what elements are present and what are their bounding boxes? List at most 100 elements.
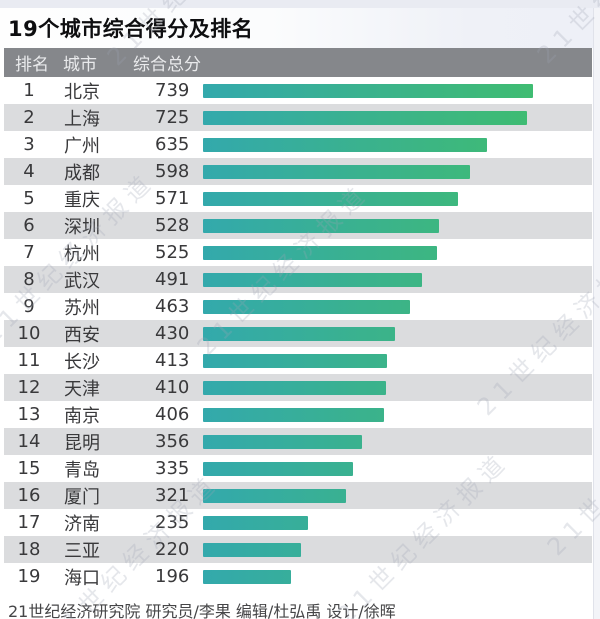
table-row: 11 长沙 413 xyxy=(4,347,592,374)
score-bar xyxy=(203,137,487,152)
table-row: 7 杭州 525 xyxy=(4,239,592,266)
score-cell: 528 xyxy=(155,215,190,236)
table-row: 13 南京 406 xyxy=(4,401,592,428)
score-bar xyxy=(203,110,527,125)
bar-cell xyxy=(203,407,592,422)
score-cell: 220 xyxy=(155,539,190,560)
score-bar xyxy=(203,245,437,260)
rank-cell: 7 xyxy=(23,242,35,263)
table-row: 12 天津 410 xyxy=(4,374,592,401)
bar-cell xyxy=(203,353,592,368)
rank-cell: 9 xyxy=(23,296,35,317)
table-row: 9 苏州 463 xyxy=(4,293,592,320)
score-bar xyxy=(203,380,386,395)
score-cell: 406 xyxy=(155,404,190,425)
score-cell: 635 xyxy=(155,134,190,155)
rank-cell: 17 xyxy=(17,512,41,533)
bar-cell xyxy=(203,461,592,476)
city-cell: 杭州 xyxy=(64,243,100,265)
rank-cell: 10 xyxy=(17,323,41,344)
city-cell: 成都 xyxy=(64,162,100,184)
table-row: 17 济南 235 xyxy=(4,509,592,536)
city-cell: 广州 xyxy=(64,135,100,157)
bar-cell xyxy=(203,245,592,260)
table-row: 19 海口 196 xyxy=(4,563,592,590)
bar-cell xyxy=(203,191,592,206)
city-cell: 海口 xyxy=(64,567,100,589)
rank-cell: 14 xyxy=(17,431,41,452)
city-cell: 重庆 xyxy=(64,189,100,211)
score-cell: 413 xyxy=(155,350,190,371)
bar-cell xyxy=(203,434,592,449)
bar-cell xyxy=(203,110,592,125)
score-bar xyxy=(203,407,384,422)
score-cell: 196 xyxy=(155,566,190,587)
city-cell: 昆明 xyxy=(64,432,100,454)
score-cell: 235 xyxy=(155,512,190,533)
rank-cell: 16 xyxy=(17,485,41,506)
rank-cell: 18 xyxy=(17,539,41,560)
rank-cell: 3 xyxy=(23,134,35,155)
table-header-row: 排名 城市 综合总分 xyxy=(4,48,592,77)
score-bar xyxy=(203,434,362,449)
bar-cell xyxy=(203,488,592,503)
rank-cell: 8 xyxy=(23,269,35,290)
score-bar xyxy=(203,299,410,314)
score-cell: 410 xyxy=(155,377,190,398)
rank-cell: 15 xyxy=(17,458,41,479)
page-edge-strip xyxy=(593,8,600,619)
city-cell: 上海 xyxy=(64,108,100,130)
score-cell: 739 xyxy=(155,80,190,101)
bar-cell xyxy=(203,569,592,584)
top-strip xyxy=(0,0,600,8)
rank-cell: 5 xyxy=(23,188,35,209)
table-row: 8 武汉 491 xyxy=(4,266,592,293)
score-bar xyxy=(203,515,308,530)
city-cell: 南京 xyxy=(64,405,100,427)
rank-cell: 12 xyxy=(17,377,41,398)
score-cell: 725 xyxy=(155,107,190,128)
score-bar xyxy=(203,83,533,98)
table-body: 1 北京 739 2 上海 725 3 广州 635 4 成都 598 5 重庆… xyxy=(4,77,592,590)
score-bar xyxy=(203,542,301,557)
bar-cell xyxy=(203,515,592,530)
city-cell: 济南 xyxy=(64,513,100,535)
bar-cell xyxy=(203,299,592,314)
bar-cell xyxy=(203,380,592,395)
score-bar xyxy=(203,461,353,476)
score-cell: 430 xyxy=(155,323,190,344)
city-cell: 深圳 xyxy=(64,216,100,238)
score-bar xyxy=(203,488,346,503)
score-bar xyxy=(203,191,458,206)
title-band: 19个城市综合得分及排名 xyxy=(0,8,600,48)
table-row: 3 广州 635 xyxy=(4,131,592,158)
header-city: 城市 xyxy=(63,55,97,75)
score-bar xyxy=(203,218,439,233)
bar-cell xyxy=(203,272,592,287)
city-cell: 长沙 xyxy=(64,351,100,373)
bar-cell xyxy=(203,326,592,341)
page-title: 19个城市综合得分及排名 xyxy=(8,17,254,41)
score-cell: 321 xyxy=(155,485,190,506)
table-row: 5 重庆 571 xyxy=(4,185,592,212)
score-bar xyxy=(203,326,395,341)
city-cell: 苏州 xyxy=(64,297,100,319)
ranking-table: 排名 城市 综合总分 1 北京 739 2 上海 725 3 广州 635 4 … xyxy=(4,48,592,590)
table-row: 1 北京 739 xyxy=(4,77,592,104)
score-cell: 571 xyxy=(155,188,190,209)
rank-cell: 11 xyxy=(17,350,41,371)
rank-cell: 2 xyxy=(23,107,35,128)
city-cell: 三亚 xyxy=(64,540,100,562)
score-cell: 491 xyxy=(155,269,190,290)
table-row: 4 成都 598 xyxy=(4,158,592,185)
source-credits: 21世纪经济研究院 研究员/李果 编辑/杜弘禹 设计/徐晖 xyxy=(8,602,396,619)
table-row: 6 深圳 528 xyxy=(4,212,592,239)
header-rank: 排名 xyxy=(15,55,49,75)
city-cell: 青岛 xyxy=(64,459,100,481)
city-cell: 西安 xyxy=(64,324,100,346)
bar-cell xyxy=(203,83,592,98)
bar-cell xyxy=(203,542,592,557)
header-score: 综合总分 xyxy=(133,55,201,75)
score-bar xyxy=(203,164,470,179)
